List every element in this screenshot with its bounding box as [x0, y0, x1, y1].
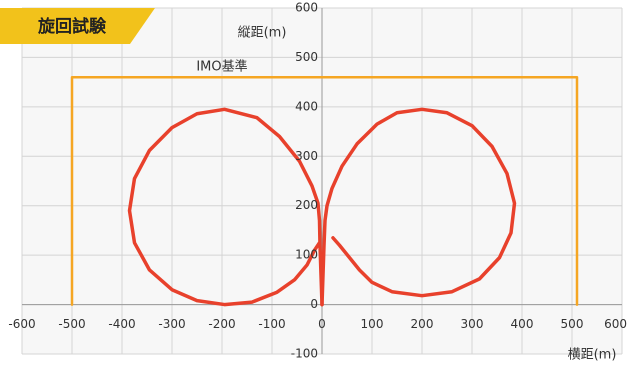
- x-tick-label: -500: [58, 317, 85, 331]
- x-tick-label: -300: [158, 317, 185, 331]
- marks: [70, 75, 579, 307]
- x-tick-label: 600: [604, 317, 627, 331]
- y-tick-label: 300: [295, 149, 318, 163]
- x-tick-label: -200: [208, 317, 235, 331]
- x-tick-label: -600: [8, 317, 35, 331]
- x-tick-label: -400: [108, 317, 135, 331]
- x-tick-label: 0: [318, 317, 326, 331]
- x-tick-label: 100: [361, 317, 384, 331]
- x-tick-label: 400: [511, 317, 534, 331]
- chart-title: 旋回試験: [37, 16, 107, 37]
- labels: -600 -500 -400 -300 -200 -100 0 100 200 300 400 500…: [8, 1, 627, 361]
- x-tick-label: -100: [258, 317, 285, 331]
- y-tick-label: 100: [295, 248, 318, 262]
- y-tick-label: 400: [295, 99, 318, 113]
- series-line: [127, 107, 324, 307]
- x-tick-label: 300: [461, 317, 484, 331]
- y-axis-title: 縦距(m): [238, 26, 287, 41]
- series-label: IMO基準: [196, 59, 247, 75]
- series-line: [320, 107, 517, 307]
- x-tick-label: 200: [411, 317, 434, 331]
- series-line: [70, 75, 579, 306]
- y-tick-label: 0: [310, 297, 318, 311]
- x-axis-title: 横距(m): [568, 348, 617, 363]
- x-tick-label: 500: [561, 317, 584, 331]
- y-tick-label: 200: [295, 198, 318, 212]
- title-badge: [0, 8, 155, 44]
- y-tick-label: -100: [291, 347, 318, 361]
- y-tick-label: 500: [295, 50, 318, 64]
- y-tick-label: 600: [295, 1, 318, 15]
